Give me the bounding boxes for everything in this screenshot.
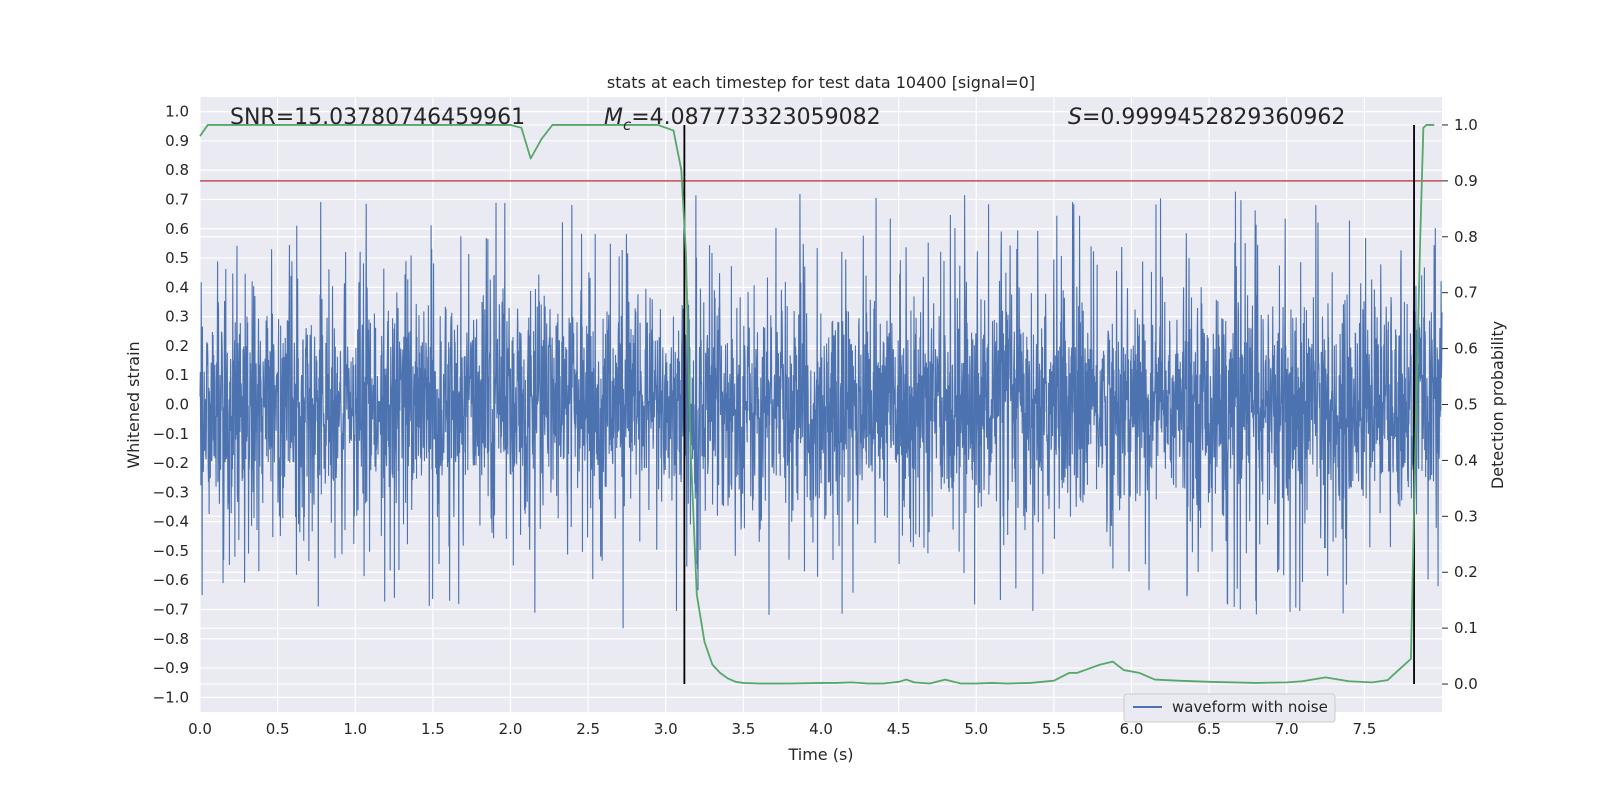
waveform-series	[199, 191, 1443, 629]
y2-tick-label: 0.9	[1454, 172, 1478, 190]
y-tick-label: 0.8	[165, 161, 189, 179]
x-tick-label: 1.0	[343, 720, 367, 738]
y-tick-label: −0.5	[153, 542, 189, 560]
x-tick-label: 5.0	[964, 720, 988, 738]
y2-tick-label: 1.0	[1454, 116, 1478, 134]
y-tick-label: −0.2	[153, 454, 189, 472]
x-tick-label: 1.5	[421, 720, 445, 738]
y-tick-label: 1.0	[165, 103, 189, 121]
y-tick-label: −0.9	[153, 659, 189, 677]
y2-tick-label: 0.1	[1454, 619, 1478, 637]
y2-tick-label: 0.2	[1454, 563, 1478, 581]
x-tick-label: 7.5	[1352, 720, 1376, 738]
x-tick-label: 3.5	[731, 720, 755, 738]
x-tick-label: 7.0	[1275, 720, 1299, 738]
detection-probability-line	[199, 124, 1435, 685]
y2-tick-label: 0.4	[1454, 451, 1478, 469]
y-tick-label: 0.5	[165, 249, 189, 267]
x-tick-label: 2.5	[576, 720, 600, 738]
x-tick-label: 6.0	[1120, 720, 1144, 738]
y2-tick-label: 0.5	[1454, 396, 1478, 414]
y2-tick-label: 0.3	[1454, 507, 1478, 525]
x-tick-label: 3.0	[654, 720, 678, 738]
y2-tick-label: 0.8	[1454, 228, 1478, 246]
axis-ticks: 0.0 0.5 1.0 1.5 2.0 2.5 3.0 3.5 4.0 4.5 5.0 5.5 6.0 6…	[153, 103, 1478, 738]
x-tick-label: 5.5	[1042, 720, 1066, 738]
legend-label-waveform: waveform with noise	[1172, 698, 1328, 716]
chart-title: stats at each timestep for test data 104…	[607, 73, 1035, 92]
y2-tick-label: 0.0	[1454, 675, 1478, 693]
legend: waveform with noise	[1123, 693, 1336, 723]
x-tick-label: 6.5	[1197, 720, 1221, 738]
y-tick-label: −0.6	[153, 571, 189, 589]
y-tick-label: 0.9	[165, 132, 189, 150]
y-tick-label: −0.1	[153, 425, 189, 443]
y2-tick-label: 0.6	[1454, 340, 1478, 358]
waveform-line	[199, 191, 1443, 629]
y-axis-label: Whitened strain	[124, 341, 143, 468]
x-tick-label: 4.0	[809, 720, 833, 738]
x-axis-label: Time (s)	[787, 745, 853, 764]
snr-annotation: SNR=15.03780746459961	[230, 105, 525, 130]
x-tick-label: 2.0	[499, 720, 523, 738]
y-tick-label: −1.0	[153, 688, 189, 706]
y-tick-label: 0.0	[165, 396, 189, 414]
y-tick-label: −0.4	[153, 513, 189, 531]
x-tick-label: 4.5	[887, 720, 911, 738]
legend-box	[1123, 693, 1336, 723]
y-tick-label: 0.6	[165, 220, 189, 238]
y-tick-label: 0.7	[165, 191, 189, 209]
y-tick-label: 0.1	[165, 366, 189, 384]
x-tick-label: 0.5	[266, 720, 290, 738]
detection-probability-series	[199, 124, 1435, 685]
significance-annotation: S=0.9999452829360962	[1068, 105, 1345, 130]
y-tick-label: 0.4	[165, 278, 189, 296]
y-tick-label: 0.3	[165, 308, 189, 326]
chirp-mass-annotation: Mc=4.087773323059082	[604, 105, 881, 134]
y2-axis-label: Detection probability	[1488, 321, 1507, 489]
y2-tick-label: 0.7	[1454, 284, 1478, 302]
y-tick-label: −0.7	[153, 601, 189, 619]
y-tick-label: 0.2	[165, 337, 189, 355]
x-tick-label: 0.0	[188, 720, 212, 738]
y-tick-label: −0.8	[153, 630, 189, 648]
y-tick-label: −0.3	[153, 483, 189, 501]
